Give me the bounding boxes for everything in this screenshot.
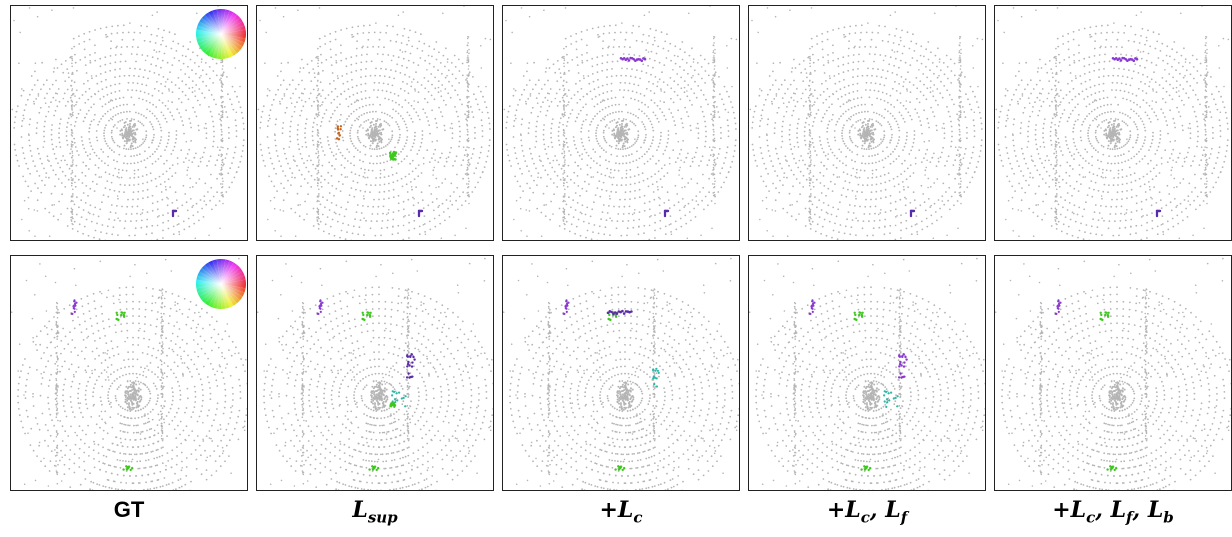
caption-c: +Lc: [502, 497, 740, 526]
caption-gt: GT: [10, 497, 248, 523]
caption-cfb: +Lc, Lf, Lb: [994, 497, 1232, 526]
caption-cf-rest: , L: [869, 497, 901, 523]
panel-r1-sup: [256, 5, 494, 241]
panel-r1-cf: [748, 5, 986, 241]
point-cloud-r1-cf: [749, 6, 984, 240]
caption-cf-sub: c: [860, 508, 870, 527]
caption-cfb-l: +L: [1052, 497, 1087, 523]
caption-cfb-sub3: b: [1163, 508, 1174, 527]
caption-sup: Lsup: [256, 497, 494, 526]
panel-r1-gt: [10, 5, 248, 241]
point-cloud-r2-gt: [11, 257, 247, 490]
panel-r1-c: [502, 5, 740, 241]
caption-sup-sub: sup: [367, 508, 398, 527]
caption-cfb-rest2: , L: [1132, 497, 1164, 523]
caption-cfb-sub2: f: [1126, 508, 1133, 527]
flow-color-wheel-icon: [196, 259, 246, 309]
panel-r2-sup: [256, 255, 494, 491]
caption-sup-l: L: [352, 497, 368, 523]
point-cloud-r2-c: [503, 257, 739, 490]
panel-r2-cfb: [994, 255, 1232, 491]
panel-r2-c: [502, 255, 740, 491]
point-cloud-r2-sup: [257, 257, 493, 490]
point-cloud-r2-cf: [749, 257, 985, 490]
caption-cf-sub2: f: [900, 508, 908, 527]
panel-r1-cfb: [994, 5, 1232, 241]
caption-cfb-sub: c: [1086, 508, 1096, 527]
point-cloud-r1-c: [503, 6, 738, 240]
panel-r2-cf: [748, 255, 986, 491]
point-cloud-r1-sup: [257, 6, 492, 240]
caption-c-sub: c: [633, 508, 643, 527]
caption-gt-text: GT: [113, 497, 145, 522]
caption-cf-l: +L: [826, 497, 861, 523]
caption-cf: +Lc, Lf: [748, 497, 986, 526]
point-cloud-r1-cfb: [995, 6, 1230, 240]
caption-c-l: +L: [599, 497, 634, 523]
point-cloud-r1-gt: [11, 6, 246, 240]
point-cloud-r2-cfb: [995, 257, 1231, 490]
panel-r2-gt: [10, 255, 248, 491]
caption-cfb-rest: , L: [1095, 497, 1127, 523]
flow-color-wheel-icon: [196, 9, 246, 59]
